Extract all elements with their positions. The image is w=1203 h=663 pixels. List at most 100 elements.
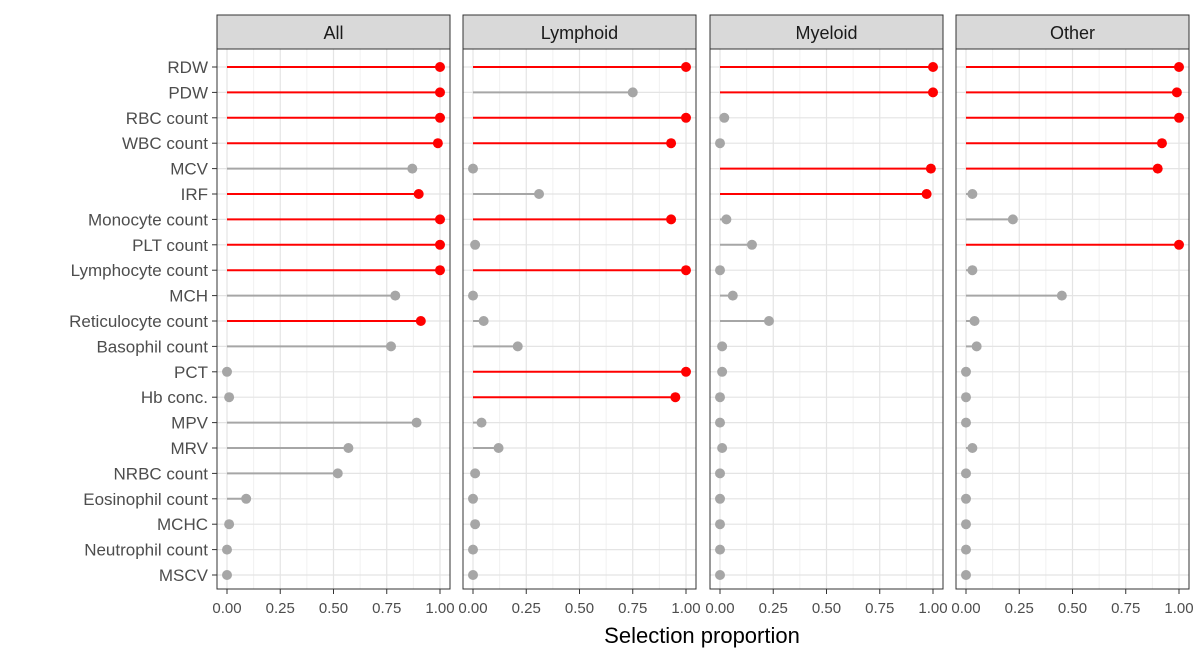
x-tick-label: 0.50 <box>812 600 841 617</box>
lollipop-point <box>681 112 691 123</box>
lollipop-point <box>715 544 725 555</box>
lollipop-point <box>332 468 343 479</box>
lollipop-point <box>468 544 478 555</box>
panel-strip <box>955 14 1190 50</box>
lollipop-point <box>961 392 971 403</box>
x-tick-label: 1.00 <box>1164 600 1193 617</box>
lollipop-point <box>925 163 936 174</box>
lollipop-point <box>407 163 418 174</box>
y-axis: RDW PDW RBC count WBC count MCV IRF Monocyte c… <box>69 58 217 585</box>
lollipop-point <box>967 443 978 453</box>
x-tick-label: 0.50 <box>565 600 594 617</box>
y-tick-label: Basophil count <box>96 337 208 356</box>
lollipop-point <box>1056 290 1067 301</box>
lollipop-point <box>928 62 938 72</box>
y-tick-label: MPV <box>171 414 209 433</box>
y-tick-label: MCV <box>170 160 208 179</box>
lollipop-point <box>512 341 523 352</box>
lollipop-point <box>435 112 445 123</box>
lollipop-point <box>961 468 971 479</box>
lollipop-point <box>470 239 481 250</box>
y-tick-label: Eosinophil count <box>83 490 208 509</box>
lollipop-point <box>921 189 932 199</box>
y-tick-label: Lymphocyte count <box>71 261 209 280</box>
y-tick-label: RDW <box>167 58 208 77</box>
lollipop-point <box>719 112 730 123</box>
panel-all: All 0.00 0.25 0.50 0.75 1.00 <box>212 14 455 617</box>
lollipop-point <box>961 544 971 555</box>
lollipop-point <box>681 62 691 72</box>
y-tick-label: NRBC count <box>114 464 209 483</box>
x-tick-label: 0.00 <box>705 600 734 617</box>
lollipop-point <box>961 493 971 504</box>
y-tick-label: Neutrophil count <box>84 541 208 560</box>
y-tick-label: MCHC <box>157 515 208 534</box>
lollipop-point <box>435 87 445 98</box>
x-tick-label: 0.50 <box>1058 600 1087 617</box>
lollipop-point <box>493 443 504 453</box>
lollipop-point <box>967 189 978 199</box>
lollipop-point <box>413 189 424 199</box>
lollipop-point <box>343 443 354 453</box>
lollipop-point <box>468 290 478 301</box>
lollipop-point <box>470 519 481 530</box>
lollipop-point <box>411 417 422 428</box>
y-tick-label: Hb conc. <box>141 388 208 407</box>
lollipop-point <box>715 417 725 428</box>
lollipop-point <box>386 341 397 352</box>
lollipop-point <box>435 239 445 250</box>
y-tick-label: MRV <box>171 439 209 458</box>
lollipop-point <box>746 239 757 250</box>
lollipop-point <box>969 316 980 326</box>
lollipop-point <box>928 87 938 98</box>
lollipop-point <box>971 341 982 352</box>
lollipop-point <box>715 392 725 403</box>
lollipop-point <box>1152 163 1163 174</box>
lollipop-point <box>478 316 489 326</box>
y-tick-label: PLT count <box>132 236 208 255</box>
y-tick-label: RBC count <box>126 109 208 128</box>
lollipop-point <box>727 290 738 301</box>
x-tick-label: 0.00 <box>951 600 980 617</box>
lollipop-point <box>670 392 681 403</box>
x-tick-label: 0.00 <box>458 600 487 617</box>
x-tick-label: 0.25 <box>1005 600 1034 617</box>
x-tick-label: 1.00 <box>918 600 947 617</box>
lollipop-point <box>224 392 235 403</box>
lollipop-point <box>721 214 732 225</box>
y-tick-label: PCT <box>174 363 208 382</box>
lollipop-point <box>241 493 252 504</box>
lollipop-point <box>666 214 677 225</box>
lollipop-point <box>1156 138 1167 149</box>
lollipop-point <box>717 341 728 352</box>
y-tick-label: MSCV <box>159 566 209 585</box>
lollipop-point <box>534 189 545 199</box>
y-tick-label: WBC count <box>122 134 208 153</box>
y-tick-label: Monocyte count <box>88 210 208 229</box>
panel-strip <box>216 14 451 50</box>
x-tick-label: 0.75 <box>1111 600 1140 617</box>
lollipop-point <box>222 570 232 580</box>
panels-layer: All 0.00 0.25 0.50 0.75 1.00 Lymphoid 0.00 0.25 0… <box>212 14 1194 617</box>
lollipop-point <box>1174 62 1184 72</box>
lollipop-point <box>432 138 443 149</box>
lollipop-point <box>967 265 978 276</box>
lollipop-point <box>666 138 677 149</box>
lollipop-point <box>961 366 971 377</box>
lollipop-point <box>715 493 725 504</box>
y-tick-label: Reticulocyte count <box>69 312 208 331</box>
x-tick-label: 0.75 <box>372 600 401 617</box>
panel-strip-label: All <box>323 23 343 43</box>
panel-strip-label: Other <box>1050 23 1095 43</box>
x-tick-label: 0.25 <box>266 600 295 617</box>
lollipop-point <box>1174 239 1184 250</box>
x-tick-label: 1.00 <box>425 600 454 617</box>
panel-strip <box>462 14 697 50</box>
y-tick-label: PDW <box>168 83 208 102</box>
lollipop-point <box>961 570 971 580</box>
lollipop-point <box>1171 87 1182 98</box>
panel-lymphoid: Lymphoid 0.00 0.25 0.50 0.75 1.00 <box>458 14 701 617</box>
lollipop-point <box>763 316 774 326</box>
panel-myeloid: Myeloid 0.00 0.25 0.50 0.75 1.00 <box>705 14 948 617</box>
